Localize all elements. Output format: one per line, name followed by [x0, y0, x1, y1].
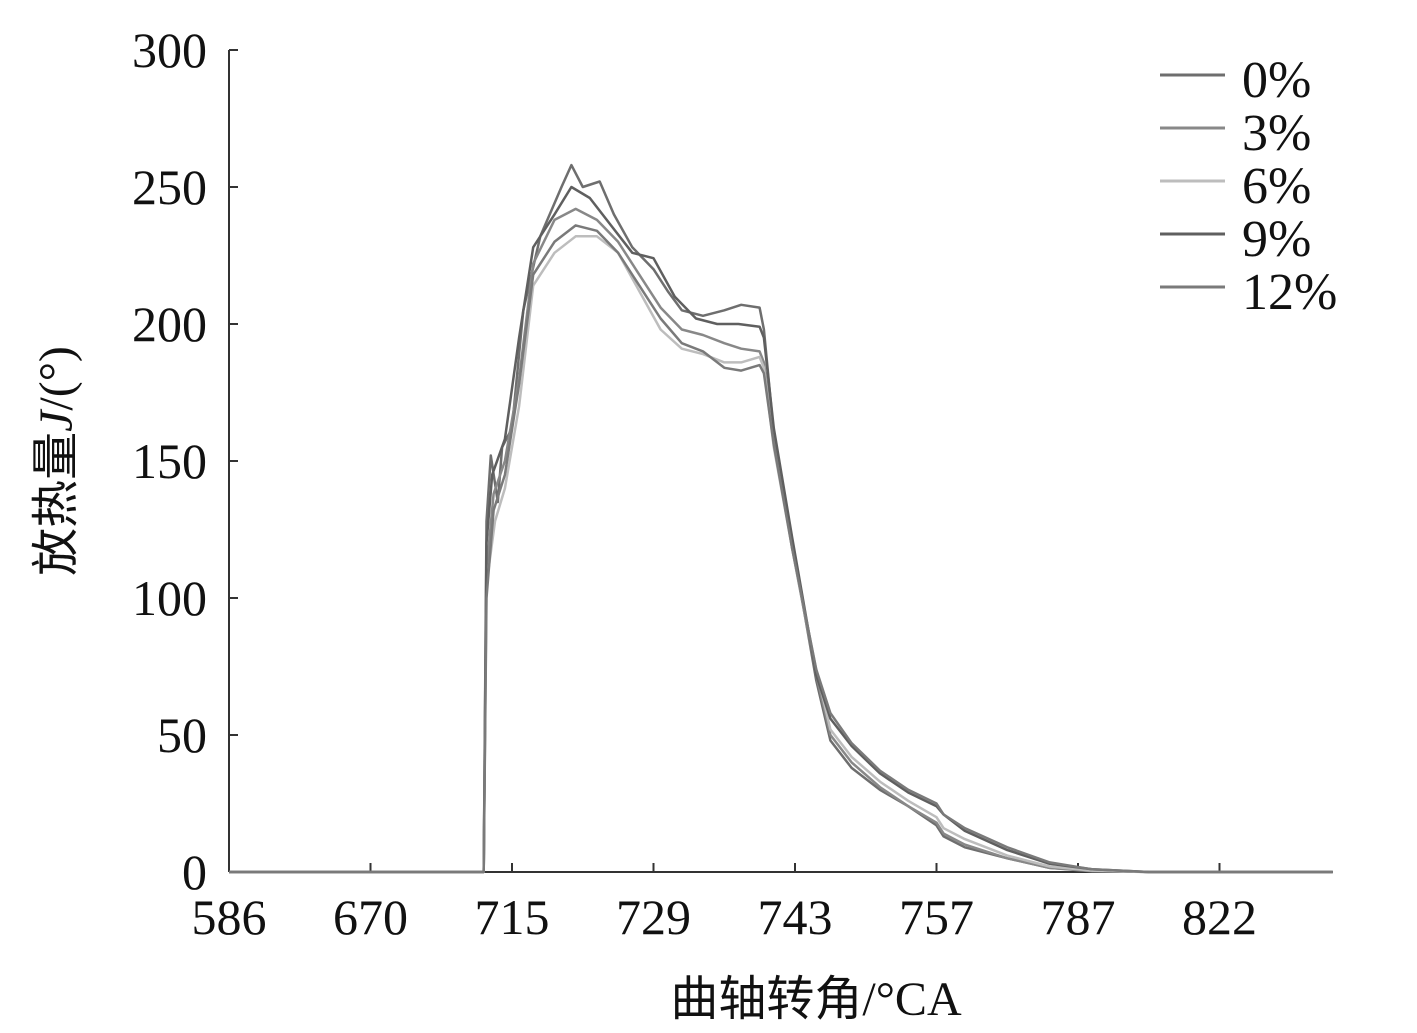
x-tick-label: 822 — [1182, 889, 1257, 945]
y-axis-title: 放热量J/(°) — [30, 346, 83, 576]
x-tick-label: 757 — [899, 889, 974, 945]
x-tick-label: 586 — [192, 889, 267, 945]
x-tick-label: 715 — [475, 889, 550, 945]
y-axis-title-prefix: 放热量 — [30, 432, 83, 576]
x-tick-label: 787 — [1041, 889, 1116, 945]
legend-label: 9% — [1242, 211, 1311, 268]
x-tick-label: 743 — [758, 889, 833, 945]
series-line-4 — [229, 185, 1333, 874]
x-tick-label: 729 — [616, 889, 691, 945]
y-tick-label: 200 — [132, 296, 207, 352]
legend: 0%3%6%9%12% — [1160, 52, 1337, 321]
y-tick-label: 150 — [132, 433, 207, 489]
x-ticks: 586 670 715 729 743 757 787 822 — [192, 863, 1257, 945]
legend-label: 3% — [1242, 105, 1311, 162]
series-line-3 — [229, 235, 1333, 874]
x-axis-title: 曲轴转角/°CA — [670, 973, 962, 1026]
series-line-1 — [229, 163, 1333, 874]
x-tick-label: 670 — [333, 889, 408, 945]
y-tick-label: 0 — [182, 844, 207, 900]
y-tick-label: 250 — [132, 159, 207, 215]
series-line-5 — [229, 224, 1333, 874]
y-tick-label: 300 — [132, 22, 207, 78]
axes — [228, 50, 1333, 873]
y-ticks: 0 50 100 150 200 250 300 — [132, 22, 238, 900]
y-tick-label: 50 — [157, 707, 207, 763]
legend-label: 6% — [1242, 158, 1311, 215]
y-axis-title-suffix: /(°) — [30, 346, 83, 411]
legend-label: 12% — [1242, 264, 1337, 321]
y-tick-label: 100 — [132, 570, 207, 626]
legend-label: 0% — [1242, 52, 1311, 109]
series-line-2 — [229, 207, 1333, 874]
series-lines — [229, 163, 1333, 874]
y-axis-title-variable: J — [30, 408, 83, 432]
